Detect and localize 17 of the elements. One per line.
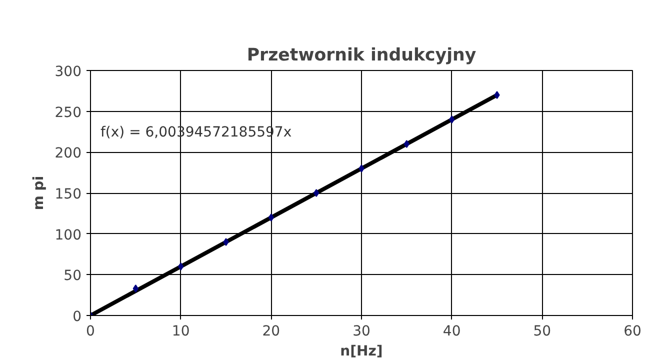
y-tick-label: 50 bbox=[64, 268, 82, 284]
x-tick-label: 10 bbox=[172, 324, 190, 340]
x-tick-label: 30 bbox=[352, 324, 370, 340]
y-tick-label: 0 bbox=[72, 309, 82, 325]
y-tick-label: 200 bbox=[54, 146, 82, 162]
x-tick-label: 60 bbox=[624, 324, 642, 340]
x-tick-label: 0 bbox=[86, 324, 95, 340]
x-tick-label: 50 bbox=[533, 324, 552, 340]
y-tick-label: 150 bbox=[54, 186, 82, 202]
x-tick-label: 40 bbox=[442, 324, 461, 340]
y-tick-label: 300 bbox=[54, 64, 82, 80]
y-axis-title: m pi bbox=[30, 176, 47, 210]
chart-title: Przetwornik indukcyjny bbox=[246, 46, 476, 66]
y-tick-label: 100 bbox=[54, 227, 82, 244]
x-axis-title: n[Hz] bbox=[340, 344, 383, 360]
x-tick-label: 20 bbox=[262, 324, 280, 340]
y-tick-label: 250 bbox=[54, 104, 82, 121]
